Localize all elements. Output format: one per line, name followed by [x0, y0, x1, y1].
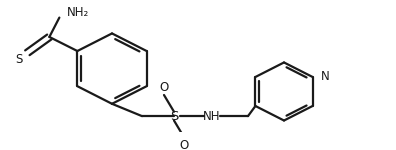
Text: NH₂: NH₂	[67, 6, 89, 19]
Text: O: O	[179, 139, 188, 150]
Text: S: S	[16, 53, 23, 66]
Text: O: O	[159, 81, 169, 94]
Text: N: N	[321, 70, 329, 83]
Text: NH: NH	[203, 110, 221, 123]
Text: S: S	[170, 110, 178, 123]
